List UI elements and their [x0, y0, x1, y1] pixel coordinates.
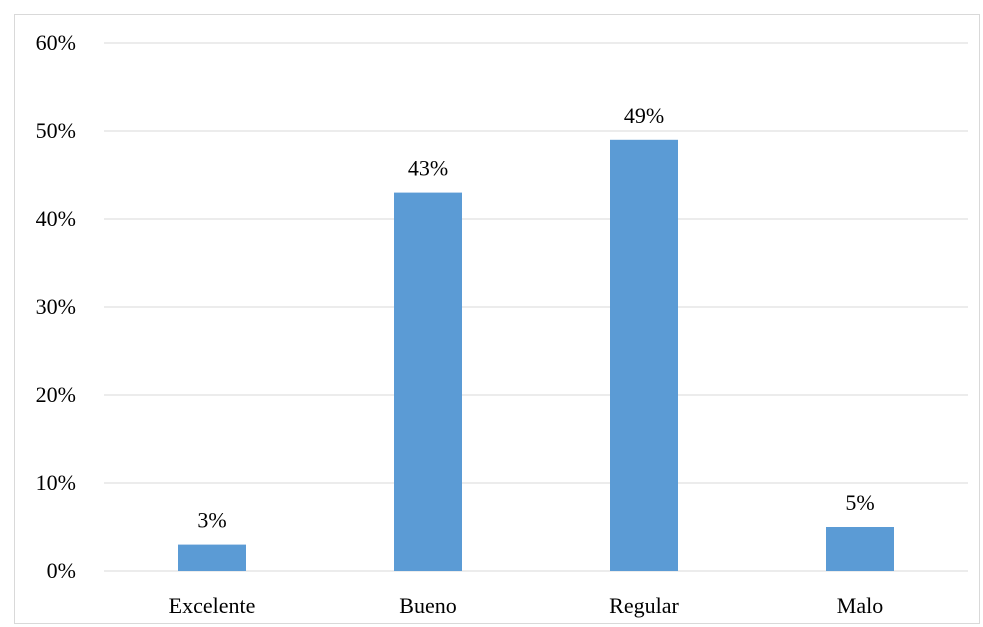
bars: [178, 139, 894, 572]
x-tick-label: Malo: [837, 593, 883, 618]
bar-bueno: [394, 192, 462, 571]
y-tick-label: 40%: [36, 206, 76, 231]
data-label: 43%: [408, 156, 448, 181]
y-tick-label: 30%: [36, 294, 76, 319]
y-tick-label: 0%: [47, 558, 76, 583]
data-label: 5%: [845, 490, 874, 515]
x-tick-label: Regular: [609, 593, 679, 618]
bar-malo: [826, 527, 894, 571]
data-label: 49%: [624, 103, 664, 128]
y-tick-label: 10%: [36, 470, 76, 495]
x-tick-label: Bueno: [399, 593, 456, 618]
y-tick-label: 50%: [36, 118, 76, 143]
bar-excelente: [178, 544, 246, 571]
chart-area: [14, 14, 980, 624]
bar-regular: [610, 139, 678, 572]
x-tick-label: Excelente: [169, 593, 256, 618]
y-tick-label: 60%: [36, 30, 76, 55]
x-axis-tick-labels: Excelente Bueno Regular Malo: [169, 593, 884, 618]
data-label: 3%: [197, 508, 226, 533]
gridlines: [104, 42, 968, 572]
y-tick-label: 20%: [36, 382, 76, 407]
y-axis-tick-labels: 0% 10% 20% 30% 40% 50% 60%: [36, 30, 76, 583]
data-labels: 3% 43% 49% 5%: [197, 103, 874, 533]
